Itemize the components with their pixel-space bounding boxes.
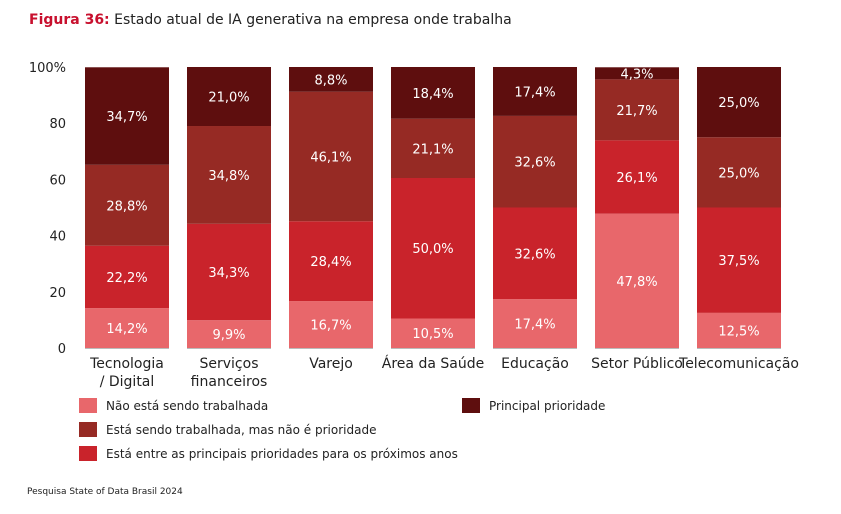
data-label: 28,8%	[106, 199, 147, 214]
source-note: Pesquisa State of Data Brasil 2024	[27, 487, 183, 497]
x-tick-label: Varejo	[309, 356, 353, 372]
bar-segment	[85, 67, 169, 165]
bar-segment	[493, 207, 577, 300]
x-tick-label: Serviços	[200, 356, 259, 372]
bar-segment	[187, 320, 271, 348]
x-tick-label: Área da Saúde	[382, 355, 484, 372]
data-label: 32,6%	[514, 156, 555, 171]
bar-segment	[697, 207, 781, 313]
data-label: 34,8%	[208, 169, 249, 184]
x-tick-label: Educação	[501, 356, 569, 372]
bar-segment	[85, 164, 169, 246]
data-label: 22,2%	[106, 271, 147, 286]
bar-segment	[697, 137, 781, 208]
data-label: 8,8%	[314, 73, 347, 88]
bar-segment	[595, 140, 679, 214]
data-label: 34,7%	[106, 110, 147, 125]
x-tick-label: Setor Público	[591, 356, 683, 372]
y-tick-label: 20	[49, 286, 66, 301]
data-label: 50,0%	[412, 242, 453, 257]
legend-item-top-priority: Principal prioridade	[462, 398, 605, 413]
x-tick-label: financeiros	[191, 374, 268, 390]
data-label: 17,4%	[514, 85, 555, 100]
y-tick-label: 80	[49, 117, 66, 132]
data-label: 25,0%	[718, 96, 759, 111]
data-label: 9,9%	[212, 328, 245, 343]
legend-label: Está sendo trabalhada, mas não é priorid…	[106, 422, 377, 437]
data-label: 17,4%	[514, 318, 555, 333]
title-text: Estado atual de IA generativa na empresa…	[114, 12, 512, 28]
data-label: 46,1%	[310, 150, 351, 165]
data-label: 37,5%	[718, 254, 759, 269]
data-label: 25,0%	[718, 166, 759, 181]
bar-segment	[187, 223, 271, 321]
bar-segment	[595, 79, 679, 141]
legend-label: Não está sendo trabalhada	[106, 398, 269, 413]
data-label: 47,8%	[616, 275, 657, 290]
data-label: 18,4%	[412, 87, 453, 102]
chart-title: Figura 36: Estado atual de IA generativa…	[29, 12, 512, 28]
bar-segment	[289, 221, 373, 302]
y-tick-label: 0	[58, 342, 66, 357]
y-tick-label: 40	[49, 230, 66, 245]
bar-segment	[289, 301, 373, 348]
legend-swatch	[79, 422, 97, 437]
legend-swatch	[79, 446, 97, 461]
x-tick-label: / Digital	[100, 374, 155, 390]
data-label: 21,1%	[412, 142, 453, 157]
legend-item-worked-not-priority: Está sendo trabalhada, mas não é priorid…	[79, 422, 376, 437]
bar-segment	[391, 67, 475, 119]
bar-segment	[595, 67, 679, 80]
bar-segment	[289, 67, 373, 92]
bar-segment	[289, 91, 373, 222]
legend-swatch	[462, 398, 480, 413]
data-label: 21,7%	[616, 104, 657, 119]
bar-segment	[391, 118, 475, 178]
legend-item-not-worked: Não está sendo trabalhada	[79, 398, 268, 413]
bar-segment	[85, 308, 169, 348]
bar-segment	[697, 312, 781, 348]
y-tick-label: 100%	[29, 61, 66, 76]
figure-label: Figura 36:	[29, 12, 110, 28]
bar-segment	[391, 177, 475, 319]
bar-segment	[187, 67, 271, 127]
data-label: 4,3%	[620, 67, 653, 82]
data-label: 12,5%	[718, 324, 759, 339]
data-label: 34,3%	[208, 266, 249, 281]
bar-segment	[697, 67, 781, 138]
data-label: 26,1%	[616, 171, 657, 186]
data-label: 21,0%	[208, 91, 249, 106]
bar-segment	[391, 318, 475, 348]
legend-label: Principal prioridade	[489, 398, 606, 413]
bar-segment	[85, 245, 169, 309]
legend-label: Está entre as principais prioridades par…	[106, 446, 458, 461]
legend-item-next-years-priority: Está entre as principais prioridades par…	[79, 446, 458, 461]
data-label: 28,4%	[310, 255, 351, 270]
bar-segment	[493, 67, 577, 116]
bar-segment	[595, 213, 679, 348]
legend-swatch	[79, 398, 97, 413]
data-label: 32,6%	[514, 247, 555, 262]
stacked-bar-chart: 0 20 40 60 80 100% 14,2% 22,2% 28,8% 34,7% Tecnolo…	[29, 61, 799, 390]
y-tick-label: 60	[49, 173, 66, 188]
x-tick-label: Telecomunicação	[678, 356, 799, 372]
data-label: 14,2%	[106, 322, 147, 337]
bar-segment	[493, 115, 577, 208]
data-label: 10,5%	[412, 327, 453, 342]
bar-segment	[187, 126, 271, 224]
bar-segment	[493, 299, 577, 348]
x-tick-label: Tecnologia	[89, 356, 164, 372]
data-label: 16,7%	[310, 319, 351, 334]
